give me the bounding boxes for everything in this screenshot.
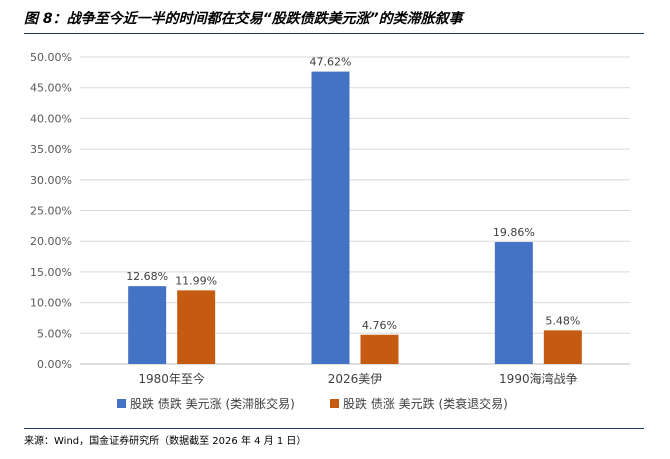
bar-chart: 0.00% 5.00% 10.00% 15.00% 20.00% 25.00% 30.00%… — [30, 51, 630, 411]
legend: 股跌 债跌 美元涨 (类滞胀交易) 股跌 债涨 美元跌 (类衰退交易) — [117, 396, 508, 411]
bars — [128, 71, 582, 365]
y-tick-label: 30.00% — [30, 174, 72, 187]
x-category-label: 2026美伊 — [328, 372, 383, 386]
legend-label: 股跌 债涨 美元跌 (类衰退交易) — [343, 396, 508, 411]
bar-value-label: 11.99% — [175, 274, 217, 287]
bar-value-label: 5.48% — [545, 314, 580, 327]
source-note: 来源：Wind，国金证券研究所（数据截至 2026 年 4 月 1 日） — [24, 436, 307, 447]
y-tick-label: 20.00% — [30, 235, 72, 248]
y-tick-label: 45.00% — [30, 82, 72, 95]
bar-value-label: 12.68% — [126, 270, 168, 283]
legend-swatch — [117, 399, 126, 408]
bar-value-label: 47.62% — [310, 56, 352, 69]
bar-value-label: 4.76% — [362, 319, 397, 332]
title-rule — [24, 33, 644, 34]
bar-series-2 — [360, 334, 399, 364]
y-tick-label: 40.00% — [30, 112, 72, 125]
legend-swatch — [330, 399, 339, 408]
bar-series-1 — [494, 242, 533, 364]
y-tick-label: 10.00% — [30, 297, 72, 310]
x-axis-categories: 1980年至今 2026美伊 1990海湾战争 — [138, 371, 577, 386]
bar-series-1 — [311, 71, 350, 365]
figure-title: 图 8：战争至今近一半的时间都在交易“股跌债跌美元涨”的类滞胀叙事 — [24, 11, 463, 27]
bar-series-2 — [543, 330, 582, 364]
y-tick-label: 35.00% — [30, 143, 72, 156]
y-axis-ticks: 0.00% 5.00% 10.00% 15.00% 20.00% 25.00% 30.00%… — [30, 51, 72, 371]
bar-series-1 — [128, 286, 167, 364]
y-tick-label: 5.00% — [37, 327, 72, 340]
gridlines — [80, 56, 630, 365]
bar-series-2 — [177, 290, 216, 364]
x-category-label: 1990海湾战争 — [499, 371, 578, 386]
y-tick-label: 0.00% — [37, 358, 72, 371]
y-tick-label: 15.00% — [30, 266, 72, 279]
y-tick-label: 50.00% — [30, 51, 72, 64]
x-category-label: 1980年至今 — [138, 371, 205, 386]
bar-value-label: 19.86% — [493, 226, 535, 239]
source-rule — [24, 428, 644, 429]
data-labels: 12.68% 11.99% 47.62% 4.76% 19.86% 5.48% — [126, 56, 580, 332]
y-tick-label: 25.00% — [30, 205, 72, 218]
legend-label: 股跌 债跌 美元涨 (类滞胀交易) — [130, 396, 295, 411]
